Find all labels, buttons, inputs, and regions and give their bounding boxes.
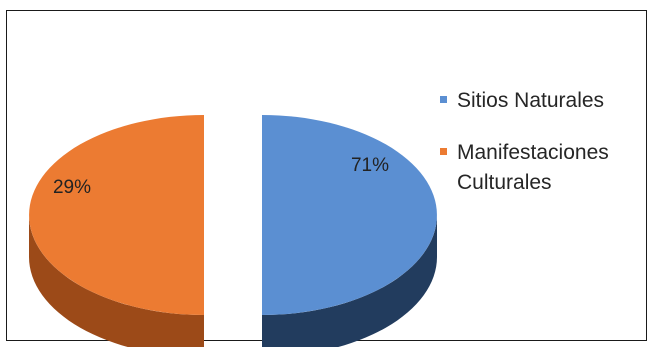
legend-label-manifestaciones-culturales: Manifestaciones Culturales: [457, 141, 609, 194]
legend-item-manifestaciones-culturales[interactable]: Manifestaciones Culturales: [440, 138, 645, 198]
slice-side-sitios-naturales: [262, 215, 437, 347]
slice-manifestaciones-culturales[interactable]: [29, 115, 205, 315]
legend-swatch-sitios-naturales: [440, 96, 447, 103]
legend-label-sitios-naturales: Sitios Naturales: [457, 89, 605, 112]
slice-sitios-naturales[interactable]: [262, 115, 437, 315]
data-label-sitios-naturales: 71%: [351, 155, 389, 176]
data-label-manifestaciones-culturales: 29%: [53, 177, 91, 198]
slice-side-manifestaciones-culturales: [29, 215, 204, 347]
legend-swatch-manifestaciones-culturales: [440, 148, 447, 155]
legend-item-sitios-naturales[interactable]: Sitios Naturales: [440, 86, 645, 116]
legend: Sitios Naturales Manifestaciones Cultura…: [440, 86, 645, 220]
